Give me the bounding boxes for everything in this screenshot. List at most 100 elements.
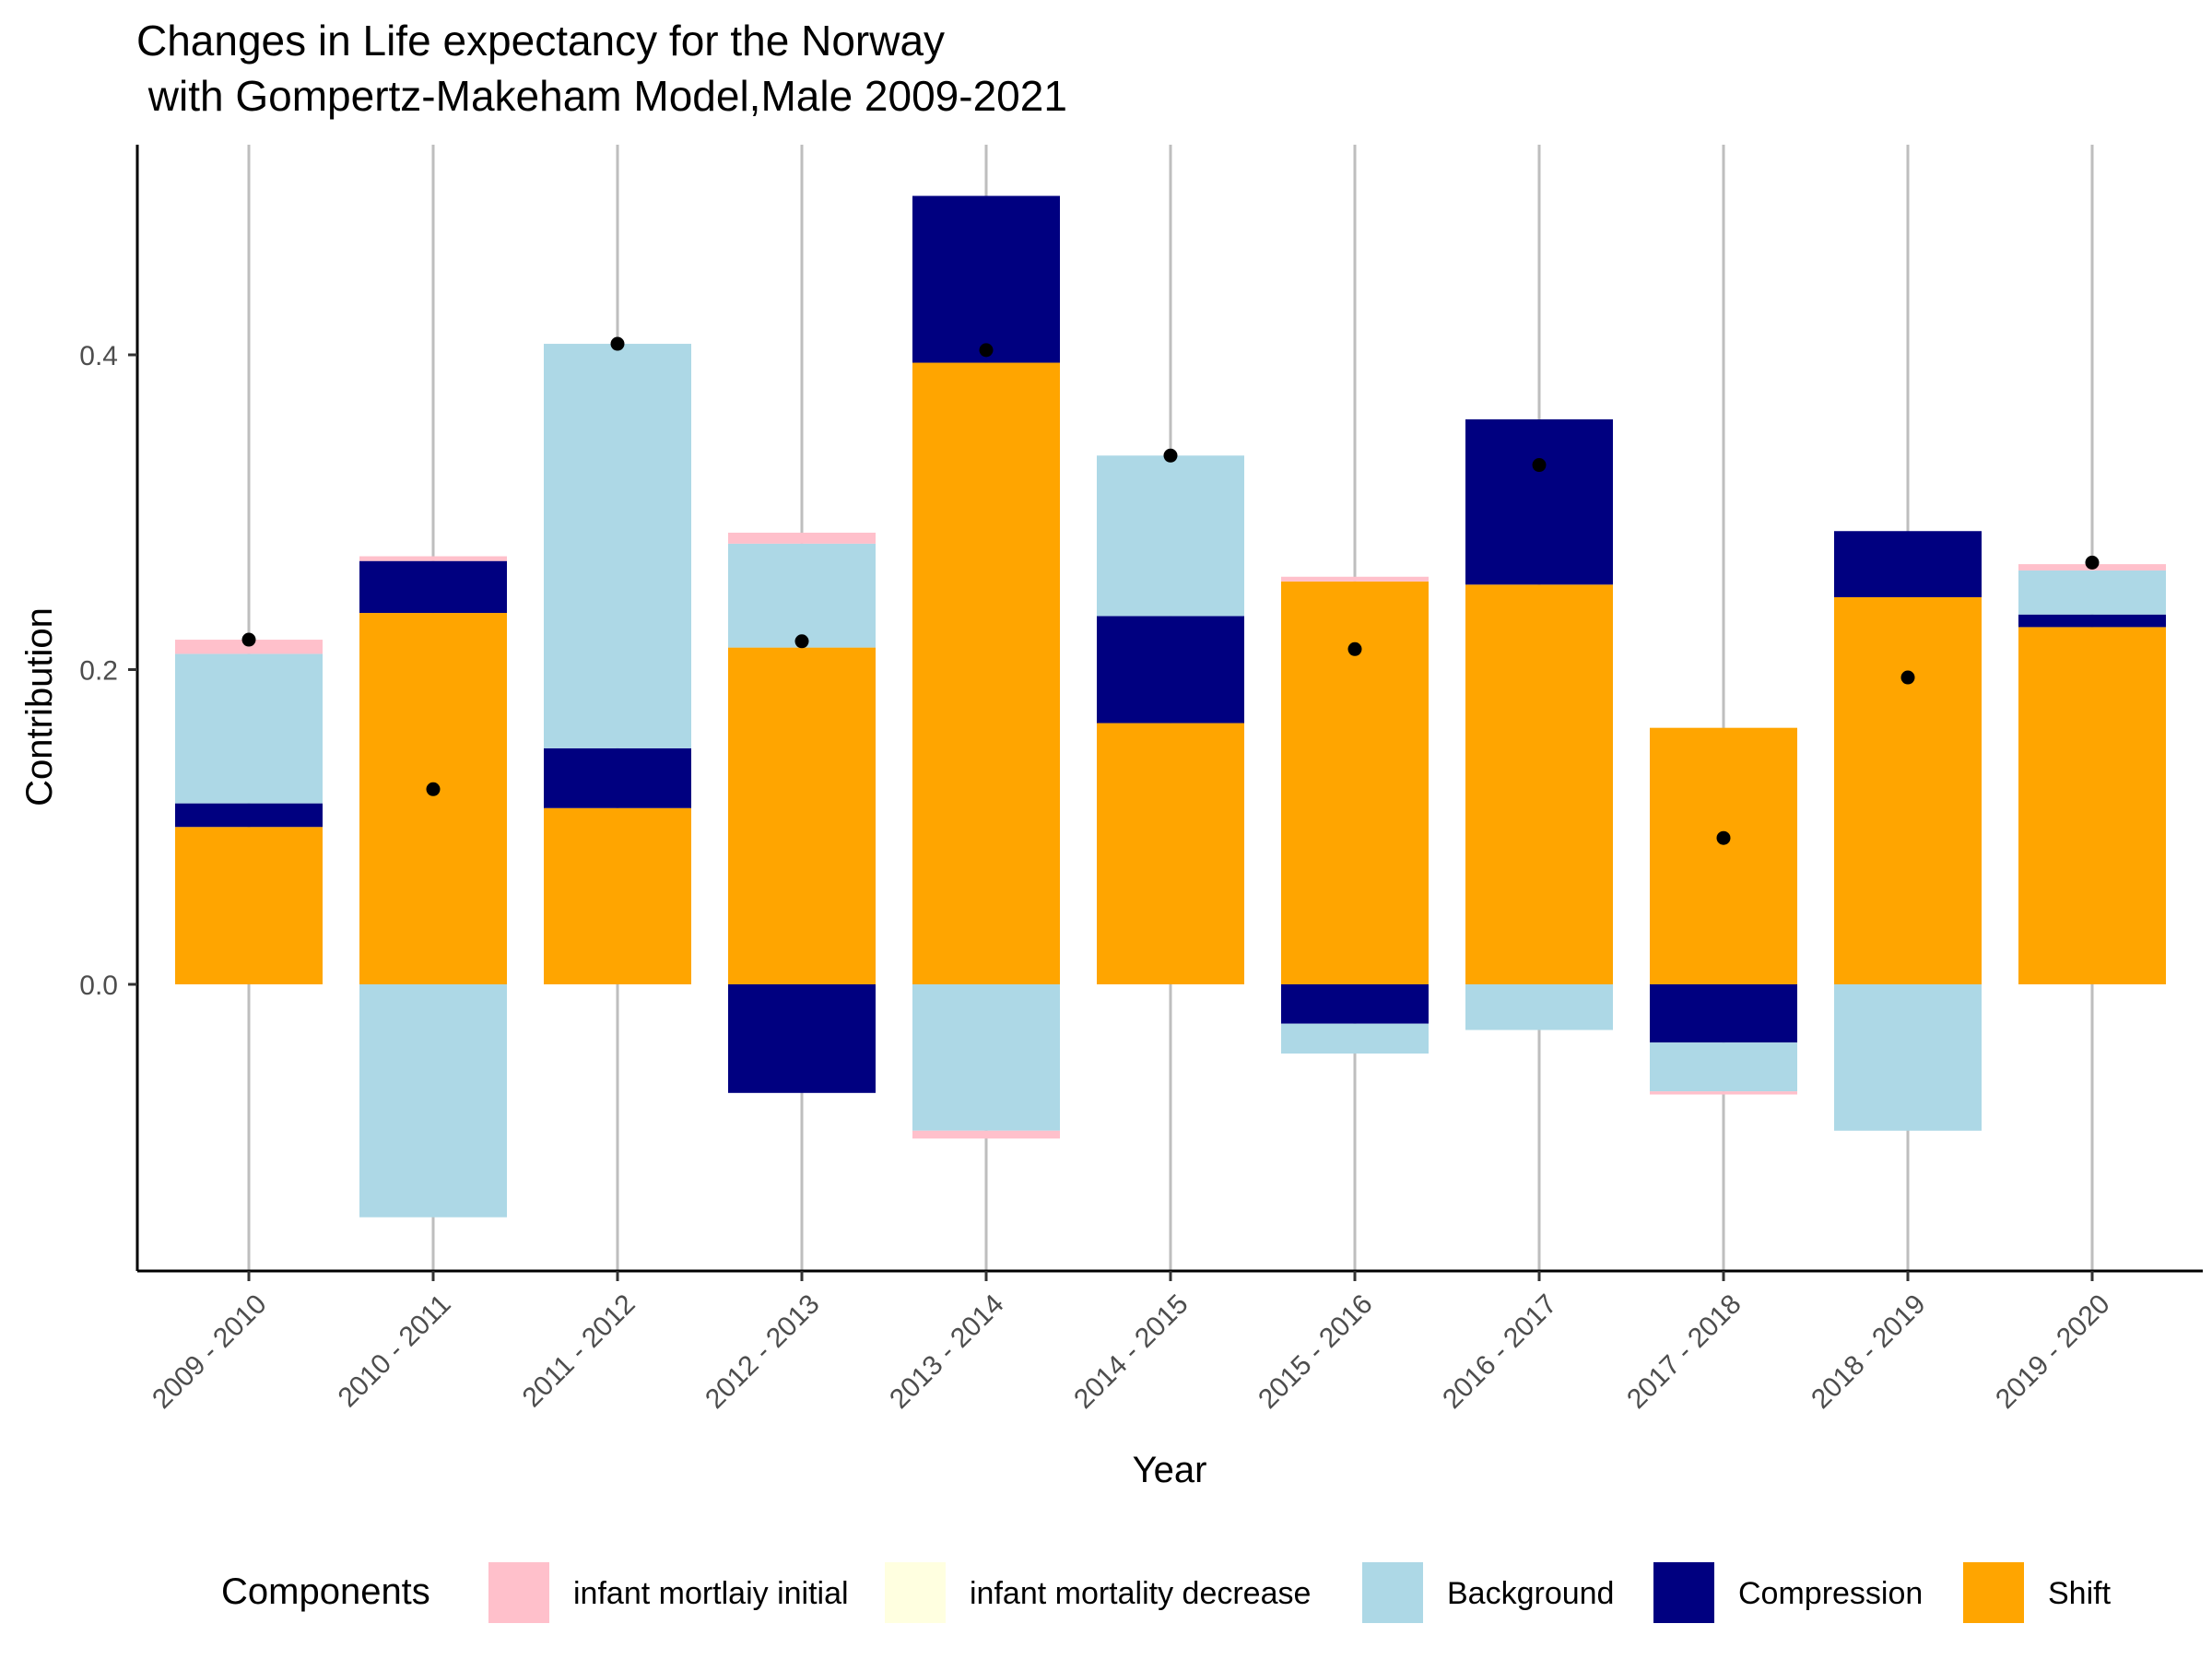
legend-key-3 — [1362, 1562, 1423, 1623]
bar-background-11 — [2018, 570, 2166, 615]
bar-background-2 — [359, 984, 507, 1218]
bar-stack-8 — [1465, 419, 1613, 1030]
bar-infant-mortlaiy-initial-9 — [1650, 1091, 1797, 1095]
bar-shift-9 — [1650, 727, 1797, 984]
y-tick-label-2: 0.2 — [79, 656, 118, 687]
bar-compression-5 — [912, 195, 1060, 363]
total-point-4 — [794, 634, 809, 649]
bar-background-4 — [728, 543, 876, 648]
bar-infant-mortlaiy-initial-2 — [359, 556, 507, 561]
bar-background-9 — [1650, 1042, 1797, 1092]
legend: Components infant mortlaiy initial infant… — [221, 1562, 2112, 1623]
bar-infant-mortlaiy-initial-4 — [728, 532, 876, 544]
x-tick-label-3: 2011 - 2012 — [517, 1288, 641, 1413]
total-point-8 — [1532, 458, 1547, 473]
bar-stacks — [175, 195, 2166, 1218]
bar-compression-9 — [1650, 984, 1797, 1043]
legend-item-1: infant mortlaiy initial — [488, 1562, 849, 1623]
x-tick-label-8: 2016 - 2017 — [1437, 1288, 1563, 1415]
y-axis-title: Contribution — [19, 607, 60, 806]
legend-label-1: infant mortlaiy initial — [573, 1576, 849, 1611]
bar-shift-5 — [912, 362, 1060, 985]
legend-key-5 — [1963, 1562, 2024, 1623]
bar-shift-7 — [1281, 581, 1429, 984]
bar-shift-6 — [1097, 723, 1244, 984]
bar-compression-10 — [1834, 531, 1982, 597]
bar-compression-1 — [175, 803, 323, 828]
legend-key-1 — [488, 1562, 549, 1623]
bar-compression-4 — [728, 984, 876, 1093]
bar-shift-4 — [728, 647, 876, 984]
legend-label-3: Background — [1447, 1576, 1614, 1611]
bar-compression-2 — [359, 560, 507, 614]
legend-key-2 — [885, 1562, 946, 1623]
legend-label-5: Shift — [2048, 1576, 2112, 1611]
x-tick-label-5: 2013 - 2014 — [884, 1288, 1010, 1415]
bar-stack-5 — [912, 195, 1060, 1139]
x-tick-label-10: 2018 - 2019 — [1806, 1288, 1932, 1415]
bar-background-1 — [175, 653, 323, 804]
legend-item-5: Shift — [1963, 1562, 2112, 1623]
bar-stack-4 — [728, 532, 876, 1093]
bar-shift-8 — [1465, 584, 1613, 984]
bar-shift-1 — [175, 827, 323, 984]
bar-shift-3 — [544, 807, 691, 984]
bar-background-10 — [1834, 984, 1982, 1131]
total-point-1 — [241, 632, 256, 647]
bar-shift-11 — [2018, 627, 2166, 984]
bar-background-6 — [1097, 455, 1244, 617]
total-point-9 — [1716, 830, 1731, 845]
bar-infant-mortlaiy-initial-1 — [175, 640, 323, 654]
legend-title: Components — [221, 1571, 430, 1612]
bar-compression-3 — [544, 747, 691, 808]
total-point-11 — [2085, 555, 2100, 570]
chart-title: Changes in Life expectancy for the Norwa… — [136, 17, 1067, 120]
x-tick-label-11: 2019 - 2020 — [1990, 1288, 2116, 1415]
bar-background-5 — [912, 984, 1060, 1131]
legend-key-4 — [1653, 1562, 1714, 1623]
bar-background-8 — [1465, 984, 1613, 1030]
bar-background-3 — [544, 344, 691, 748]
x-tick-label-1: 2009 - 2010 — [147, 1288, 273, 1415]
legend-item-2: infant mortality decrease — [885, 1562, 1311, 1623]
x-tick-label-2: 2010 - 2011 — [333, 1288, 457, 1413]
x-tick-label-7: 2015 - 2016 — [1253, 1288, 1379, 1415]
x-axis-title: Year — [1133, 1450, 1207, 1490]
bar-infant-mortlaiy-initial-5 — [912, 1130, 1060, 1139]
total-point-2 — [426, 782, 441, 796]
x-tick-label-9: 2017 - 2018 — [1621, 1288, 1747, 1415]
total-point-3 — [610, 336, 625, 351]
x-ticks: 2009 - 2010 2010 - 2011 2011 - 2012 2012 - … — [147, 1271, 2116, 1415]
total-point-10 — [1900, 670, 1915, 685]
bar-compression-6 — [1097, 616, 1244, 724]
bar-compression-8 — [1465, 419, 1613, 585]
bar-stack-3 — [544, 344, 691, 984]
bar-compression-11 — [2018, 614, 2166, 628]
y-tick-label-1: 0.0 — [79, 971, 118, 1001]
total-points — [241, 336, 2100, 845]
total-point-5 — [979, 343, 994, 358]
bar-stack-10 — [1834, 531, 1982, 1131]
bar-stack-11 — [2018, 564, 2166, 984]
y-tick-label-3: 0.4 — [79, 341, 118, 371]
bar-infant-mortlaiy-initial-7 — [1281, 576, 1429, 582]
total-point-6 — [1163, 448, 1178, 463]
legend-item-3: Background — [1362, 1562, 1614, 1623]
bar-shift-2 — [359, 613, 507, 984]
bar-stack-9 — [1650, 727, 1797, 1095]
bar-stack-1 — [175, 640, 323, 984]
chart-title-line-2: with Gompertz-Makeham Model,Male 2009-20… — [136, 72, 1067, 120]
x-tick-label-6: 2014 - 2015 — [1068, 1288, 1194, 1415]
legend-label-2: infant mortality decrease — [970, 1576, 1311, 1611]
bar-stack-6 — [1097, 455, 1244, 984]
bar-background-7 — [1281, 1023, 1429, 1054]
chart-title-line-1: Changes in Life expectancy for the Norwa… — [136, 17, 945, 65]
y-ticks: 0.0 0.2 0.4 — [79, 341, 137, 1001]
total-point-7 — [1347, 641, 1362, 656]
legend-label-4: Compression — [1738, 1576, 1923, 1611]
x-tick-label-4: 2012 - 2013 — [700, 1288, 826, 1415]
bar-shift-10 — [1834, 596, 1982, 984]
legend-item-4: Compression — [1653, 1562, 1923, 1623]
bar-stack-2 — [359, 556, 507, 1218]
